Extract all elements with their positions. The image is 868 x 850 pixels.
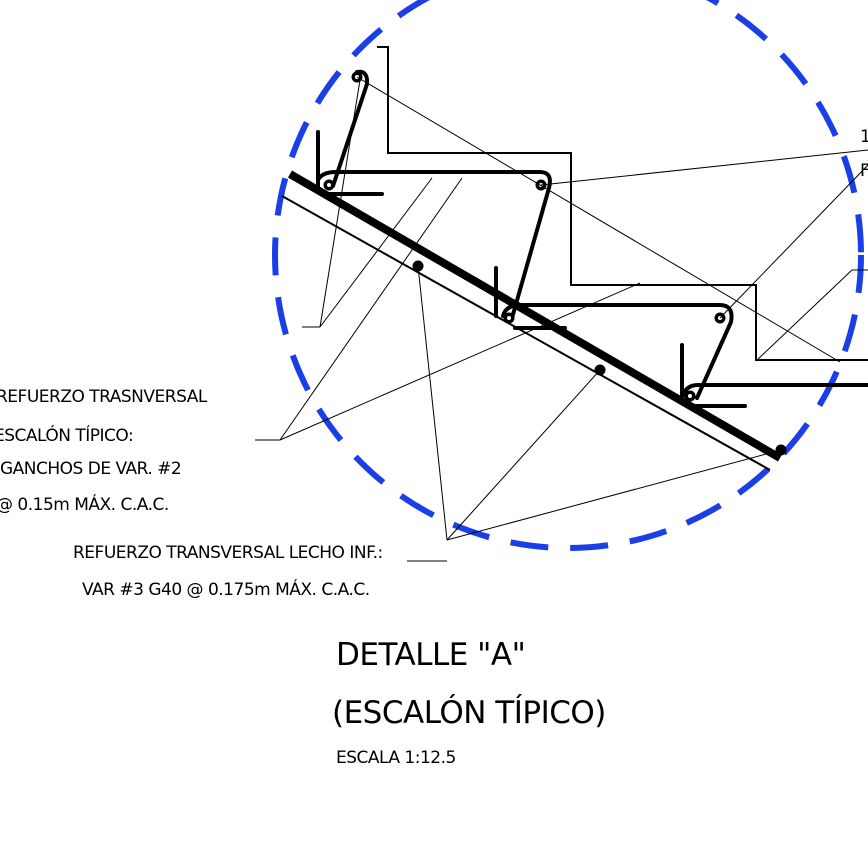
hook-middle-tread xyxy=(501,303,734,400)
hook-lower-tread xyxy=(681,383,868,398)
detail-subtitle: (ESCALÓN TÍPICO) xyxy=(332,694,606,731)
transverse-label-line2: ESCALÓN TÍPICO: xyxy=(0,424,133,446)
transverse-label-line3: GANCHOS DE VAR. #2 xyxy=(0,459,181,479)
edge-label-fragment: F xyxy=(860,161,868,181)
step-hooks xyxy=(316,69,868,408)
transverse-label-line1: REFUERZO TRASNVERSAL xyxy=(0,387,208,407)
longitudinal-bar xyxy=(287,170,783,462)
bottom-bed-label-line1: REFUERZO TRANSVERSAL LECHO INF.: xyxy=(73,543,383,563)
hook-upper-tread xyxy=(316,170,552,320)
edge-label-fragment: 1 xyxy=(860,127,868,147)
hook-upper-riser xyxy=(331,69,370,188)
detail-title: DETALLE "A" xyxy=(336,637,525,673)
step-profile xyxy=(377,46,868,361)
transverse-label-line4: @ 0.15m MÁX. C.A.C. xyxy=(0,493,169,515)
rebar-sections xyxy=(323,71,787,456)
detail-scale: ESCALA 1:12.5 xyxy=(336,748,456,768)
detail-circle xyxy=(272,0,864,551)
leader-lines xyxy=(255,76,868,541)
bottom-bed-label-line2: VAR #3 G40 @ 0.175m MÁX. C.A.C. xyxy=(82,578,370,600)
